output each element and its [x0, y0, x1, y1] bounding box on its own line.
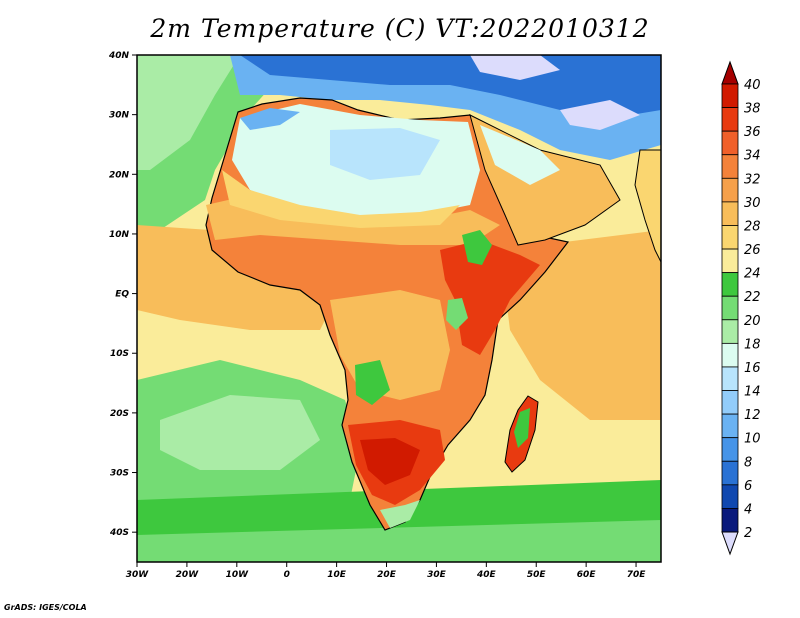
map-plot-area [137, 55, 661, 562]
colorbar-label: 38 [744, 102, 761, 117]
colorbar-label: 20 [744, 314, 761, 329]
lat-tick-label: 10S [110, 349, 129, 359]
colorbar-swatch [721, 225, 739, 250]
sahel-mild [222, 170, 460, 228]
lat-tick-label: 40N [108, 51, 130, 61]
kenya-highlands [446, 298, 468, 330]
colorbar-swatch [721, 342, 739, 368]
kalahari-extreme [360, 438, 420, 485]
zagros-snow [560, 100, 640, 130]
colorbar-swatch [721, 366, 739, 391]
chart-title: 2m Temperature (C) VT:2022010312 [150, 14, 650, 43]
alpine-snow [470, 55, 560, 80]
lon-tick-label: 10W [226, 570, 250, 580]
colorbar-label: 26 [744, 243, 761, 258]
lon-tick-label: 0 [284, 570, 290, 580]
lat-tick-label: EQ [115, 290, 129, 300]
madagascar-highlands [514, 408, 530, 448]
lat-tick-label: 20S [110, 409, 129, 419]
lon-tick-label: 20E [377, 570, 397, 580]
lat-tick-label: 10N [109, 230, 130, 240]
lon-tick-label: 10E [327, 570, 347, 580]
lat-tick-label: 40S [109, 528, 129, 538]
lat-tick-label: 30S [110, 469, 129, 479]
grads-credit: GrADS: IGES/COLA [4, 603, 87, 612]
europe-very-cold [240, 55, 661, 120]
south-atlantic-cooler [160, 395, 320, 470]
colorbar-swatch [721, 130, 739, 156]
lon-tick-label: 40E [476, 570, 497, 580]
colorbar-label: 24 [744, 267, 761, 282]
lon-tick-label: 70E [627, 570, 647, 580]
colorbar-label: 40 [744, 78, 761, 93]
colorbar-label: 22 [744, 290, 761, 305]
colorbar-swatch [721, 508, 739, 533]
gulf-of-guinea-warm [137, 225, 330, 330]
colorbar-swatch [721, 295, 739, 321]
colorbar-swatch [721, 390, 739, 415]
colorbar-swatch [721, 107, 739, 132]
colorbar-swatch [721, 413, 739, 439]
latitude-axis: 40N 30N 20N 10N EQ 10S 20S 30S 40S [108, 51, 137, 538]
colorbar-swatch [721, 83, 739, 108]
sahara-blue [330, 128, 440, 180]
colorbar-swatch [721, 154, 739, 179]
angola-highlands [355, 360, 390, 405]
lon-tick-label: 20W [176, 570, 200, 580]
arabia-cool [480, 125, 560, 185]
colorbar-label: 10 [744, 432, 761, 447]
cape-cool [380, 500, 420, 528]
colorbar-bottom-arrow [721, 531, 739, 556]
colorbar-label: 4 [744, 502, 752, 517]
lat-tick-label: 20N [109, 170, 130, 180]
lon-tick-label: 50E [527, 570, 547, 580]
colorbar-label: 16 [744, 361, 761, 376]
colorbar-swatch [721, 460, 739, 486]
colorbar-swatch [721, 484, 739, 509]
colorbar-top-arrow [721, 60, 739, 85]
colorbar-swatch [721, 201, 739, 226]
lon-tick-label: 60E [577, 570, 597, 580]
colorbar-swatch [721, 437, 739, 462]
colorbar-label: 36 [744, 125, 761, 140]
lat-tick-label: 30N [109, 111, 130, 121]
india-land [634, 149, 661, 263]
colorbar-swatch [721, 177, 739, 203]
canary-cooler [137, 55, 240, 170]
colorbar-label: 32 [744, 172, 761, 187]
longitude-axis: 30W 20W 10W 0 10E 20E 30E 40E 50E 60E 70E [126, 562, 646, 580]
lon-tick-label: 30W [126, 570, 150, 580]
plot-frame [136, 54, 662, 563]
colorbar-swatch [721, 248, 739, 274]
atlas-cold [240, 108, 300, 130]
colorbar-label: 28 [744, 219, 761, 234]
colorbar-label: 2 [744, 526, 752, 541]
horn-hot [440, 240, 540, 355]
colorbar-label: 14 [744, 385, 761, 400]
lon-tick-label: 30E [427, 570, 447, 580]
colorbar-swatch [721, 319, 739, 344]
colorbar-label: 6 [744, 479, 752, 494]
colorbar-swatch [721, 272, 739, 297]
colorbar: 40 38 36 34 32 30 28 26 24 22 20 18 16 14 12 10 8 6 4 2 [721, 60, 761, 556]
colorbar-label: 12 [744, 408, 761, 423]
colorbar-label: 8 [744, 455, 752, 470]
colorbar-label: 34 [744, 149, 761, 164]
ethiopia-highlands [462, 230, 492, 265]
southern-ocean-cooler [137, 520, 661, 562]
colorbar-label: 18 [744, 337, 761, 352]
colorbar-label: 30 [744, 196, 761, 211]
